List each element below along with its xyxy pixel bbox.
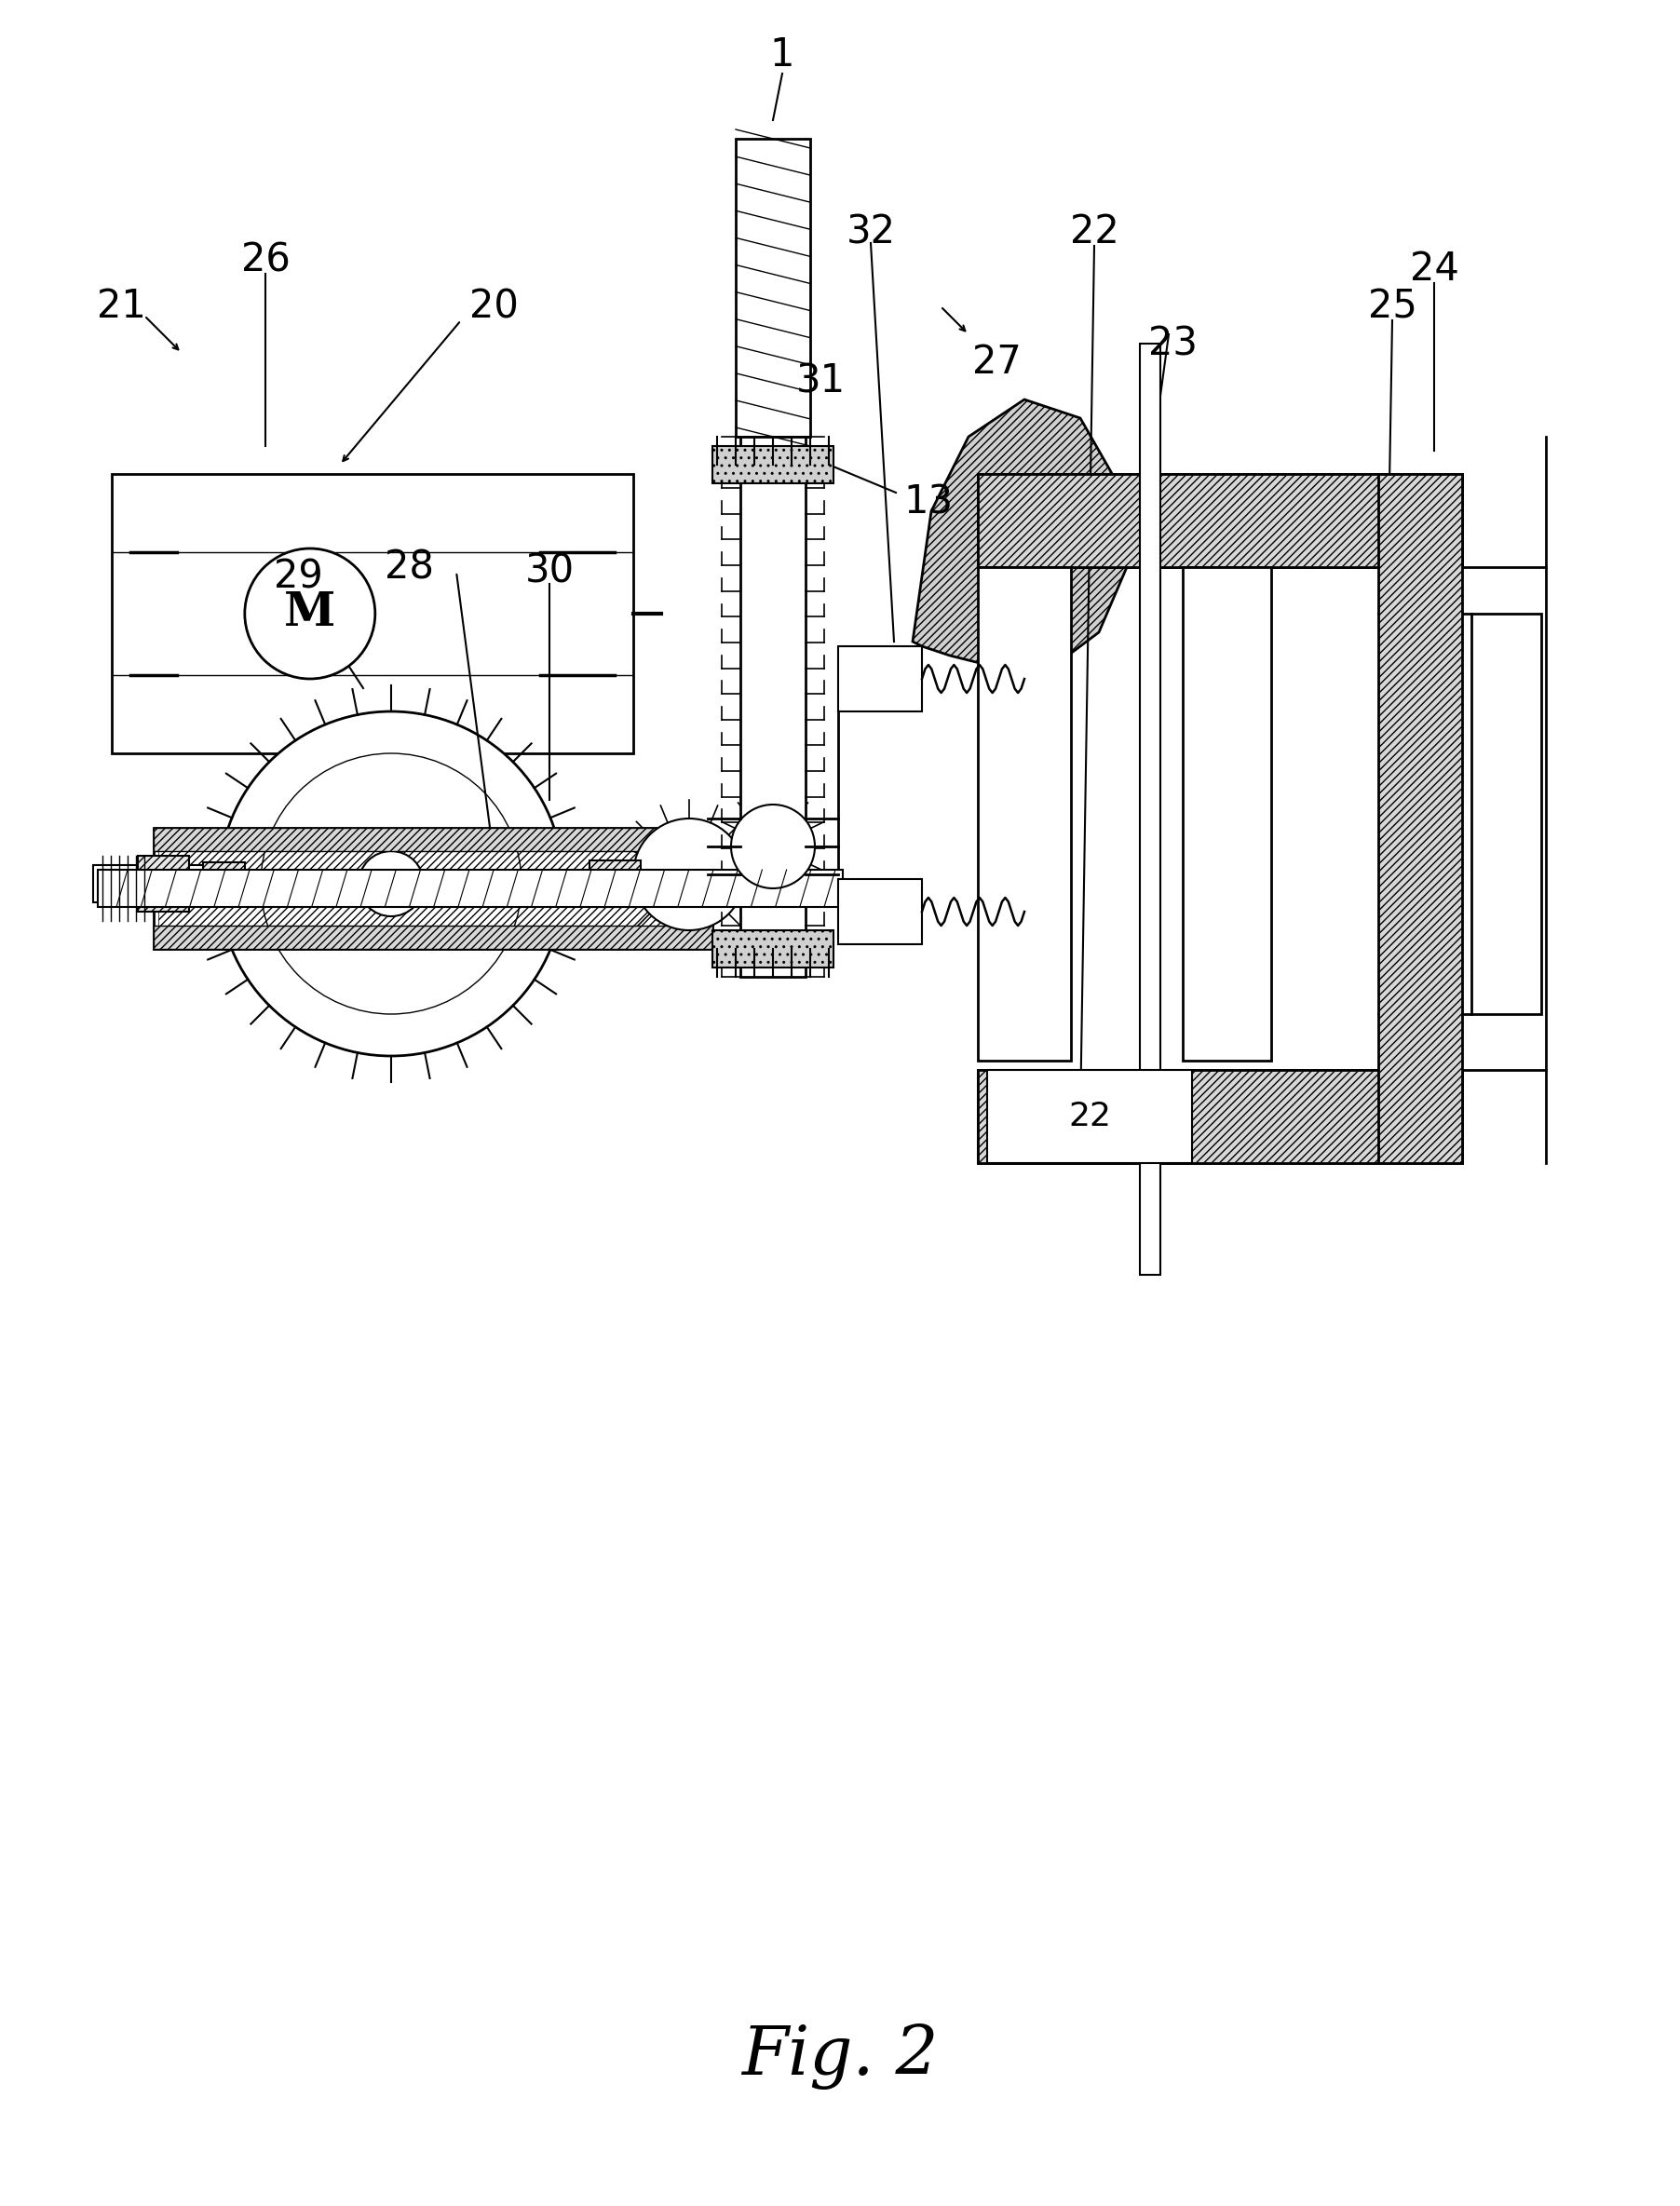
Bar (92, 865, 210, 902)
Text: 32: 32 (847, 212, 895, 251)
Bar (153, 927, 712, 949)
Bar (1139, 344, 1161, 1275)
Bar (978, 1070, 1462, 1163)
Bar (988, 1070, 1193, 1163)
Polygon shape (912, 399, 1127, 671)
Text: 22: 22 (1068, 1101, 1110, 1132)
Text: 20: 20 (469, 287, 517, 326)
Text: Fig. 2: Fig. 2 (741, 2023, 939, 2089)
Bar (97, 869, 843, 907)
Bar (978, 567, 1070, 1061)
Bar (712, 446, 833, 483)
Text: 30: 30 (524, 552, 575, 591)
Text: 22: 22 (1070, 212, 1119, 251)
Bar (1472, 613, 1541, 1015)
Bar (153, 827, 712, 852)
Bar (838, 878, 922, 944)
Bar (712, 931, 833, 968)
Text: 23: 23 (1149, 324, 1198, 364)
Text: 29: 29 (274, 556, 323, 596)
Circle shape (245, 549, 375, 679)
Circle shape (218, 710, 563, 1057)
Text: 27: 27 (973, 342, 1021, 382)
Bar (153, 827, 712, 949)
Text: 21: 21 (96, 287, 146, 326)
Circle shape (731, 805, 815, 889)
Bar (203, 863, 245, 904)
Text: 13: 13 (904, 483, 953, 521)
Text: 28: 28 (385, 547, 435, 587)
Text: 1: 1 (769, 35, 795, 75)
Bar (736, 139, 810, 437)
Bar (1378, 474, 1462, 1163)
Bar (838, 646, 922, 710)
Circle shape (358, 852, 423, 915)
Bar (978, 474, 1462, 567)
Bar (741, 437, 805, 977)
Bar (113, 474, 633, 752)
Circle shape (633, 818, 744, 931)
Text: 24: 24 (1410, 249, 1458, 289)
Text: 25: 25 (1368, 287, 1416, 326)
Bar (138, 856, 190, 911)
Bar (590, 860, 640, 907)
Text: M: M (284, 591, 336, 638)
Text: 31: 31 (796, 362, 845, 401)
Text: 26: 26 (240, 240, 291, 280)
Bar (1183, 567, 1272, 1061)
Bar (158, 852, 707, 927)
